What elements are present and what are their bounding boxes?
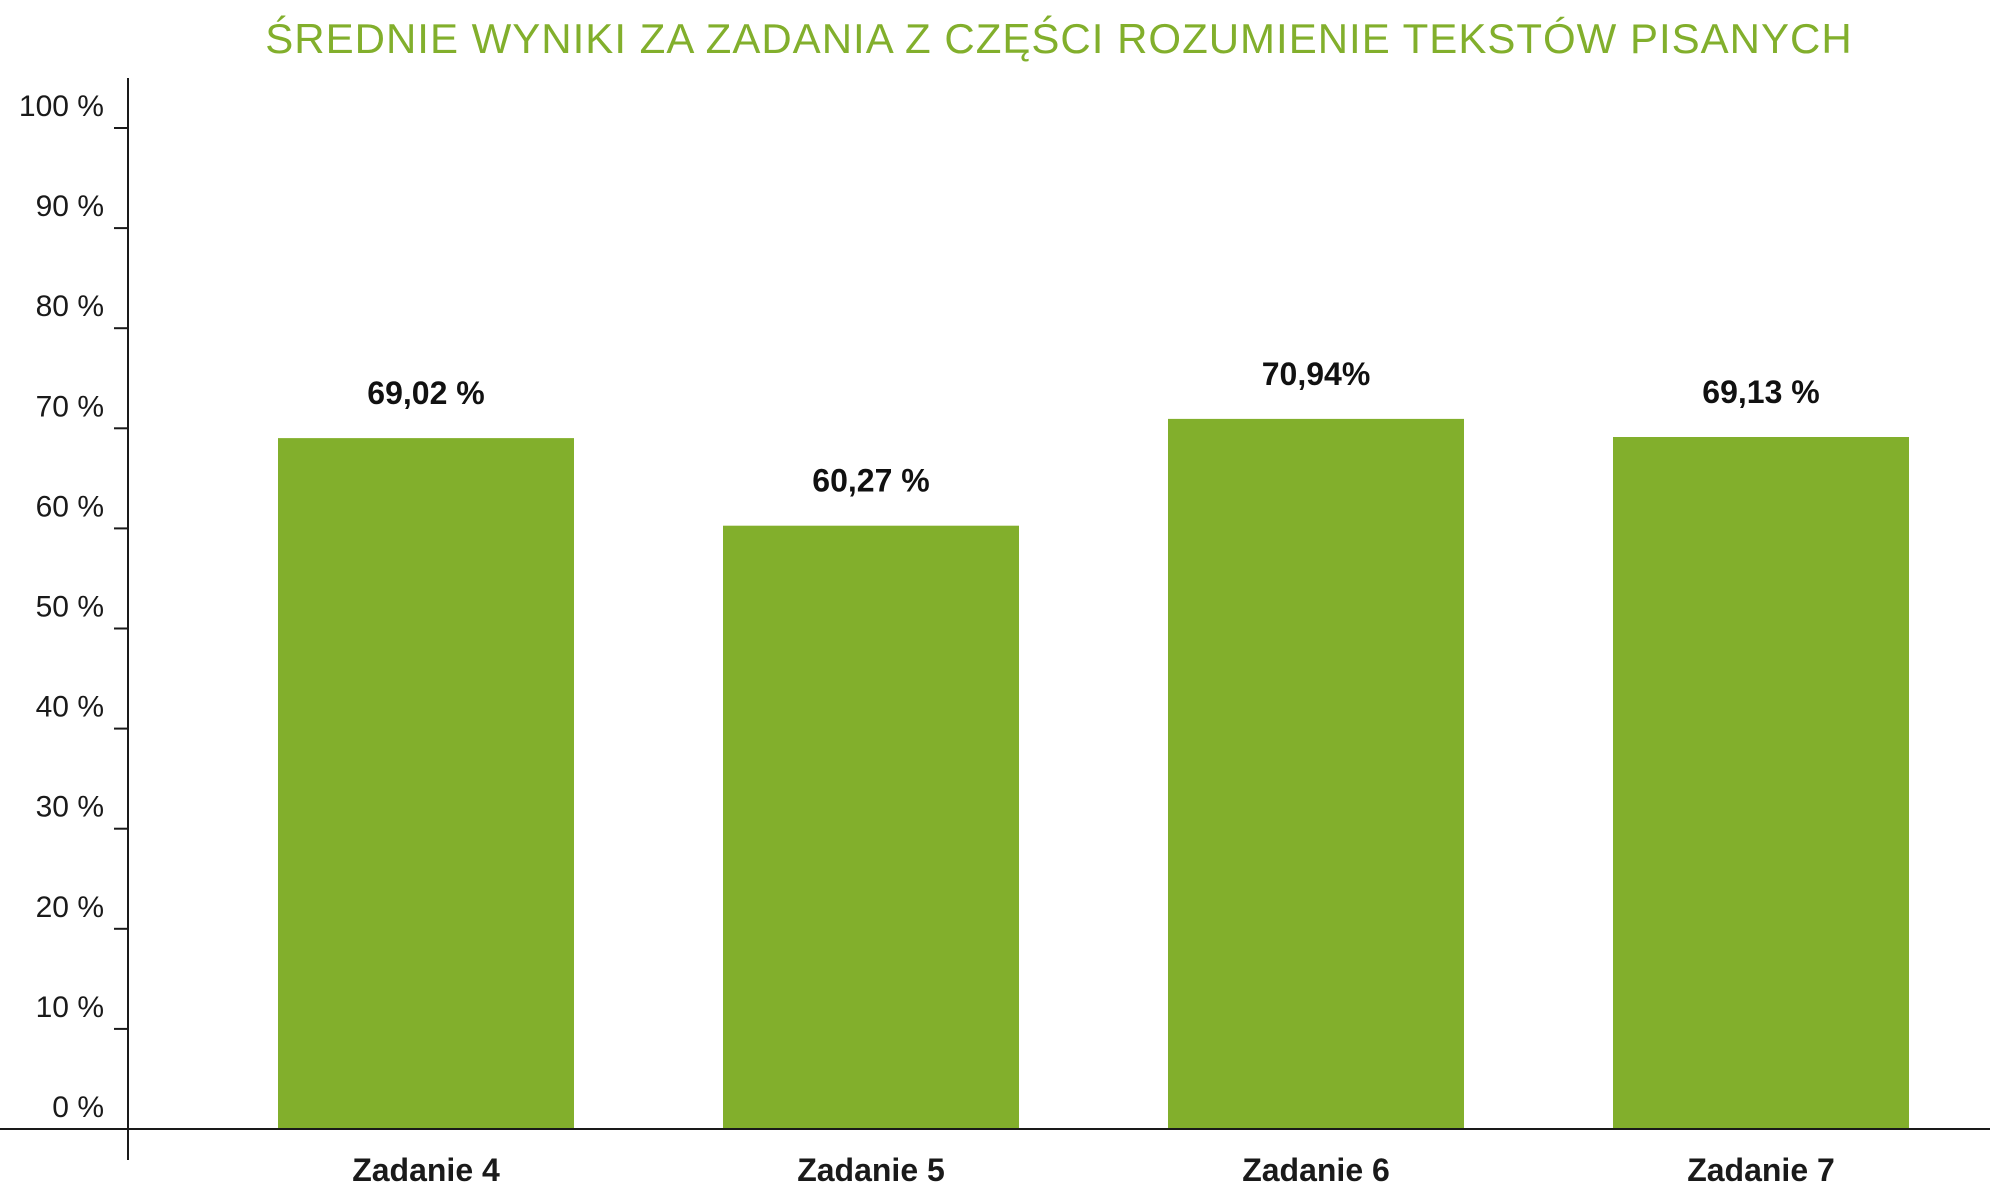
y-tick-label-80: 80 % (36, 290, 104, 323)
y-tick-label-100: 100 % (19, 90, 104, 123)
x-tick-label-4: Zadanie 7 (1687, 1152, 1835, 1188)
data-label-4: 69,13 % (1702, 374, 1819, 410)
bar-4 (1613, 437, 1909, 1130)
y-tick-label-70: 70 % (36, 390, 104, 423)
x-tick-label-2: Zadanie 5 (797, 1152, 945, 1188)
data-label-3: 70,94% (1262, 356, 1371, 392)
data-label-1: 69,02 % (367, 375, 484, 411)
y-tick-label-20: 20 % (36, 891, 104, 924)
y-axis: 0 % 10 % 20 % 30 % 40 % 50 % 60 % 70 % 80 % 90 % 1… (19, 78, 129, 1160)
y-tick-label-10: 10 % (36, 991, 104, 1024)
chart-title: ŚREDNIE WYNIKI ZA ZADANIA Z CZĘŚCI ROZUM… (265, 14, 1852, 62)
y-tick-label-60: 60 % (36, 490, 104, 523)
x-axis: Zadanie 4 Zadanie 5 Zadanie 6 Zadanie 7 (0, 1128, 1990, 1188)
bar-1 (278, 438, 574, 1129)
y-tick-label-50: 50 % (36, 591, 104, 624)
x-tick-label-3: Zadanie 6 (1242, 1152, 1390, 1188)
bar-3 (1168, 418, 1464, 1129)
bars-group (278, 418, 1909, 1130)
y-tick-label-30: 30 % (36, 791, 104, 824)
y-tick-label-0: 0 % (52, 1091, 104, 1124)
data-label-2: 60,27 % (812, 463, 929, 499)
bar-2 (723, 525, 1019, 1129)
x-tick-label-1: Zadanie 4 (352, 1152, 500, 1188)
y-tick-label-40: 40 % (36, 691, 104, 724)
data-labels-group: 69,02 % 60,27 % 70,94% 69,13 % (367, 356, 1819, 499)
y-tick-label-90: 90 % (36, 190, 104, 223)
